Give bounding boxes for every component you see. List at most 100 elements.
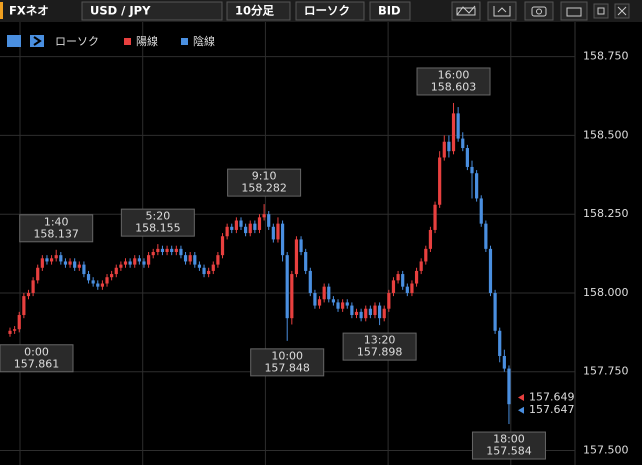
candle-body	[59, 255, 63, 262]
candle-body	[322, 286, 326, 300]
interval: 10分足	[235, 4, 275, 18]
candle-body	[387, 292, 391, 309]
candle-body	[308, 270, 312, 293]
candle-body	[179, 248, 183, 256]
chart-kind: ローソク	[304, 4, 350, 18]
candle-body	[461, 138, 465, 149]
candle-body	[160, 248, 165, 253]
candle-body	[401, 274, 405, 287]
icon	[531, 6, 547, 17]
legend-icon[interactable]	[7, 35, 21, 47]
annotation-box	[19, 214, 94, 243]
candle-body	[354, 311, 359, 316]
candle-body	[40, 258, 44, 268]
tool-button[interactable]	[524, 1, 554, 21]
candle-body	[239, 220, 243, 227]
candle-body	[188, 255, 192, 262]
candle-body	[475, 173, 479, 199]
tool-button[interactable]	[560, 1, 588, 21]
annotation-box	[250, 348, 325, 377]
kind-select[interactable]	[295, 1, 365, 21]
tool-button[interactable]	[451, 1, 481, 21]
interval-select[interactable]	[226, 1, 291, 21]
candle-body	[359, 311, 363, 319]
icon	[536, 8, 542, 15]
pair-select[interactable]	[81, 1, 223, 21]
candle-body	[114, 267, 118, 275]
icon	[617, 6, 627, 16]
candle-body	[49, 258, 54, 262]
candle-body	[73, 261, 77, 268]
candle-body	[368, 308, 372, 316]
candle-body	[507, 368, 511, 405]
candle-body	[77, 264, 81, 268]
candle-body	[170, 248, 174, 253]
candle-body	[364, 308, 368, 319]
annotation-box	[120, 208, 195, 237]
candle-body	[276, 223, 280, 240]
candle-body	[299, 239, 303, 253]
app-name: FXネオ	[9, 4, 49, 18]
candle-body	[290, 274, 294, 319]
expand-button[interactable]	[30, 35, 44, 47]
candle-body	[147, 255, 151, 265]
candle-body	[253, 223, 257, 230]
price-tag: 157.647	[529, 403, 575, 416]
candle-body	[110, 274, 114, 278]
candle-body	[165, 248, 169, 253]
candle-body	[128, 261, 132, 265]
annotation-time: 16:00	[438, 68, 470, 81]
candle-body	[86, 274, 91, 281]
candle-body	[378, 305, 382, 319]
candle-body	[313, 292, 317, 306]
price-side: BID	[378, 4, 401, 18]
candle-body	[100, 283, 104, 287]
side-select[interactable]	[369, 1, 411, 21]
accent	[0, 2, 3, 19]
candle-body	[373, 305, 377, 316]
candle-body	[336, 302, 340, 309]
candle-body	[267, 214, 271, 227]
candle-body	[341, 302, 345, 309]
candle-body	[433, 204, 437, 230]
annotation-box	[227, 168, 302, 197]
legend-indicator: ローソク	[55, 35, 99, 48]
candle-body	[225, 226, 229, 237]
y-tick-label: 158.000	[583, 286, 629, 299]
icon	[456, 5, 476, 16]
candle-body	[142, 261, 146, 265]
annotation-box	[416, 67, 491, 96]
annotation-time: 9:10	[252, 170, 277, 183]
annotation-value: 158.137	[33, 227, 79, 240]
candle-body	[488, 248, 493, 293]
candle-body	[410, 283, 414, 293]
y-tick-label: 158.250	[583, 207, 629, 220]
y-tick-label: 158.500	[583, 128, 629, 141]
candle-body	[63, 261, 68, 265]
y-tick-label: 157.500	[583, 444, 629, 457]
candle-body	[193, 255, 197, 265]
candle-body	[465, 148, 469, 167]
toolbar: FXネオ USD / JPY 10分足 ローソク BID	[0, 0, 642, 22]
legend-label: 陽線	[136, 34, 158, 48]
candle-body	[220, 236, 225, 256]
tool-button[interactable]	[487, 1, 517, 21]
icon	[493, 6, 511, 17]
candle-body	[280, 223, 285, 256]
annotation-time: 18:00	[493, 433, 525, 446]
candle-body	[304, 252, 308, 271]
candle-body	[202, 267, 206, 275]
annotation-value: 158.155	[135, 222, 181, 235]
annotation-value: 158.603	[431, 80, 477, 93]
candle-body	[91, 280, 95, 284]
candle-body	[216, 255, 220, 265]
annotation-time: 13:20	[364, 334, 396, 347]
candle-body	[197, 264, 202, 268]
y-tick-label: 157.750	[583, 365, 629, 378]
candle-body	[22, 296, 26, 316]
annotation-box	[0, 344, 74, 373]
candle-body	[248, 223, 252, 234]
window-button[interactable]	[593, 3, 609, 19]
